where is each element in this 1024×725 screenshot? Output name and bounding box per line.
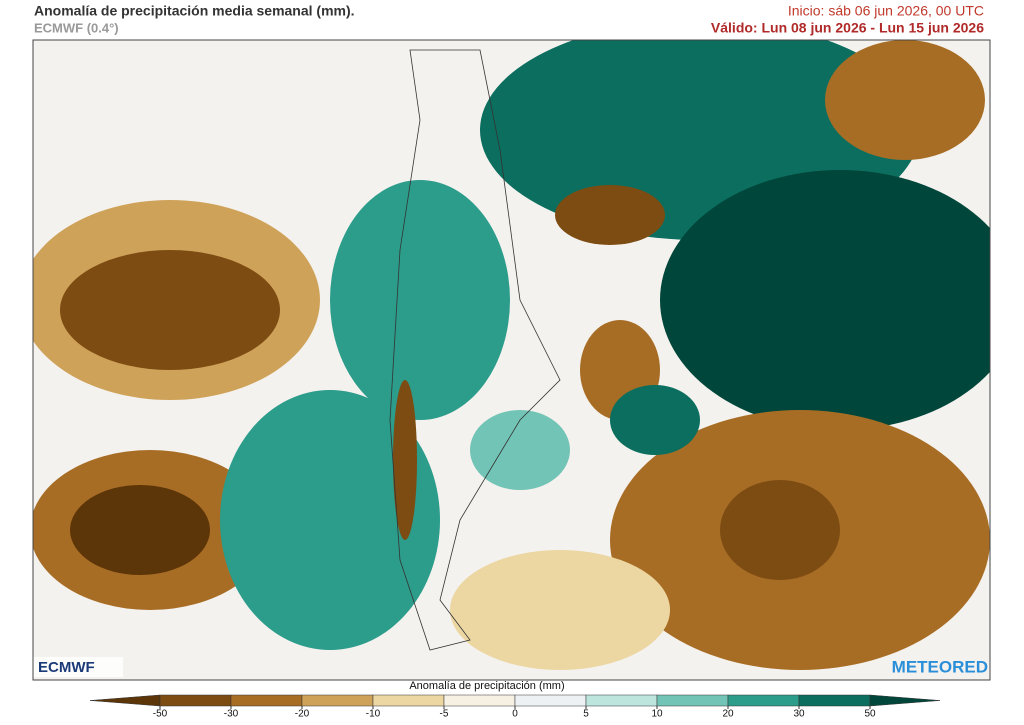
colorbar-segment — [443, 694, 516, 707]
tick-label: 10 — [651, 709, 663, 720]
region — [330, 180, 510, 420]
tick-label: 0 — [512, 709, 518, 720]
region — [393, 380, 417, 540]
coastline — [389, 49, 561, 651]
logo-meteored: METEORED — [892, 657, 988, 676]
logo-box — [33, 657, 123, 677]
logo-ecmwf: ECMWF — [38, 659, 95, 676]
colorbar-segment — [301, 694, 374, 707]
region — [660, 170, 990, 430]
region — [70, 485, 210, 575]
colorbar-end — [869, 694, 941, 707]
colorbar-segment — [372, 694, 445, 707]
region — [610, 385, 700, 455]
tick-label: -10 — [366, 709, 381, 720]
tick-label: -5 — [440, 709, 449, 720]
region — [470, 410, 570, 490]
colorbar-segment — [585, 694, 658, 707]
colorbar-segment — [159, 694, 232, 707]
region — [555, 185, 665, 245]
subtitle: ECMWF (0.4°) — [34, 20, 119, 35]
colorbar-segment — [514, 694, 587, 707]
region — [720, 480, 840, 580]
colorbar-segment — [230, 694, 303, 707]
colorbar-segment — [727, 694, 800, 707]
title: Anomalía de precipitación media semanal … — [34, 3, 355, 19]
tick-label: -30 — [224, 709, 239, 720]
tick-label: 50 — [864, 709, 876, 720]
region — [220, 390, 440, 650]
valid-time: Válido: Lun 08 jun 2026 - Lun 15 jun 202… — [711, 20, 984, 36]
region — [450, 550, 670, 670]
tick-label: -20 — [295, 709, 310, 720]
colorbar-end — [89, 694, 161, 707]
tick-label: 5 — [583, 709, 589, 720]
legend-title: Anomalía de precipitación (mm) — [409, 680, 564, 692]
init-time: Inicio: sáb 06 jun 2026, 00 UTC — [788, 3, 984, 19]
tick-label: -50 — [153, 709, 168, 720]
region — [60, 250, 280, 370]
tick-label: 20 — [722, 709, 734, 720]
colorbar-segment — [656, 694, 729, 707]
tick-label: 30 — [793, 709, 805, 720]
map-frame — [32, 39, 991, 681]
colorbar-segment — [798, 694, 871, 707]
region — [825, 40, 985, 160]
map: ECMWF METEORED — [32, 39, 991, 681]
